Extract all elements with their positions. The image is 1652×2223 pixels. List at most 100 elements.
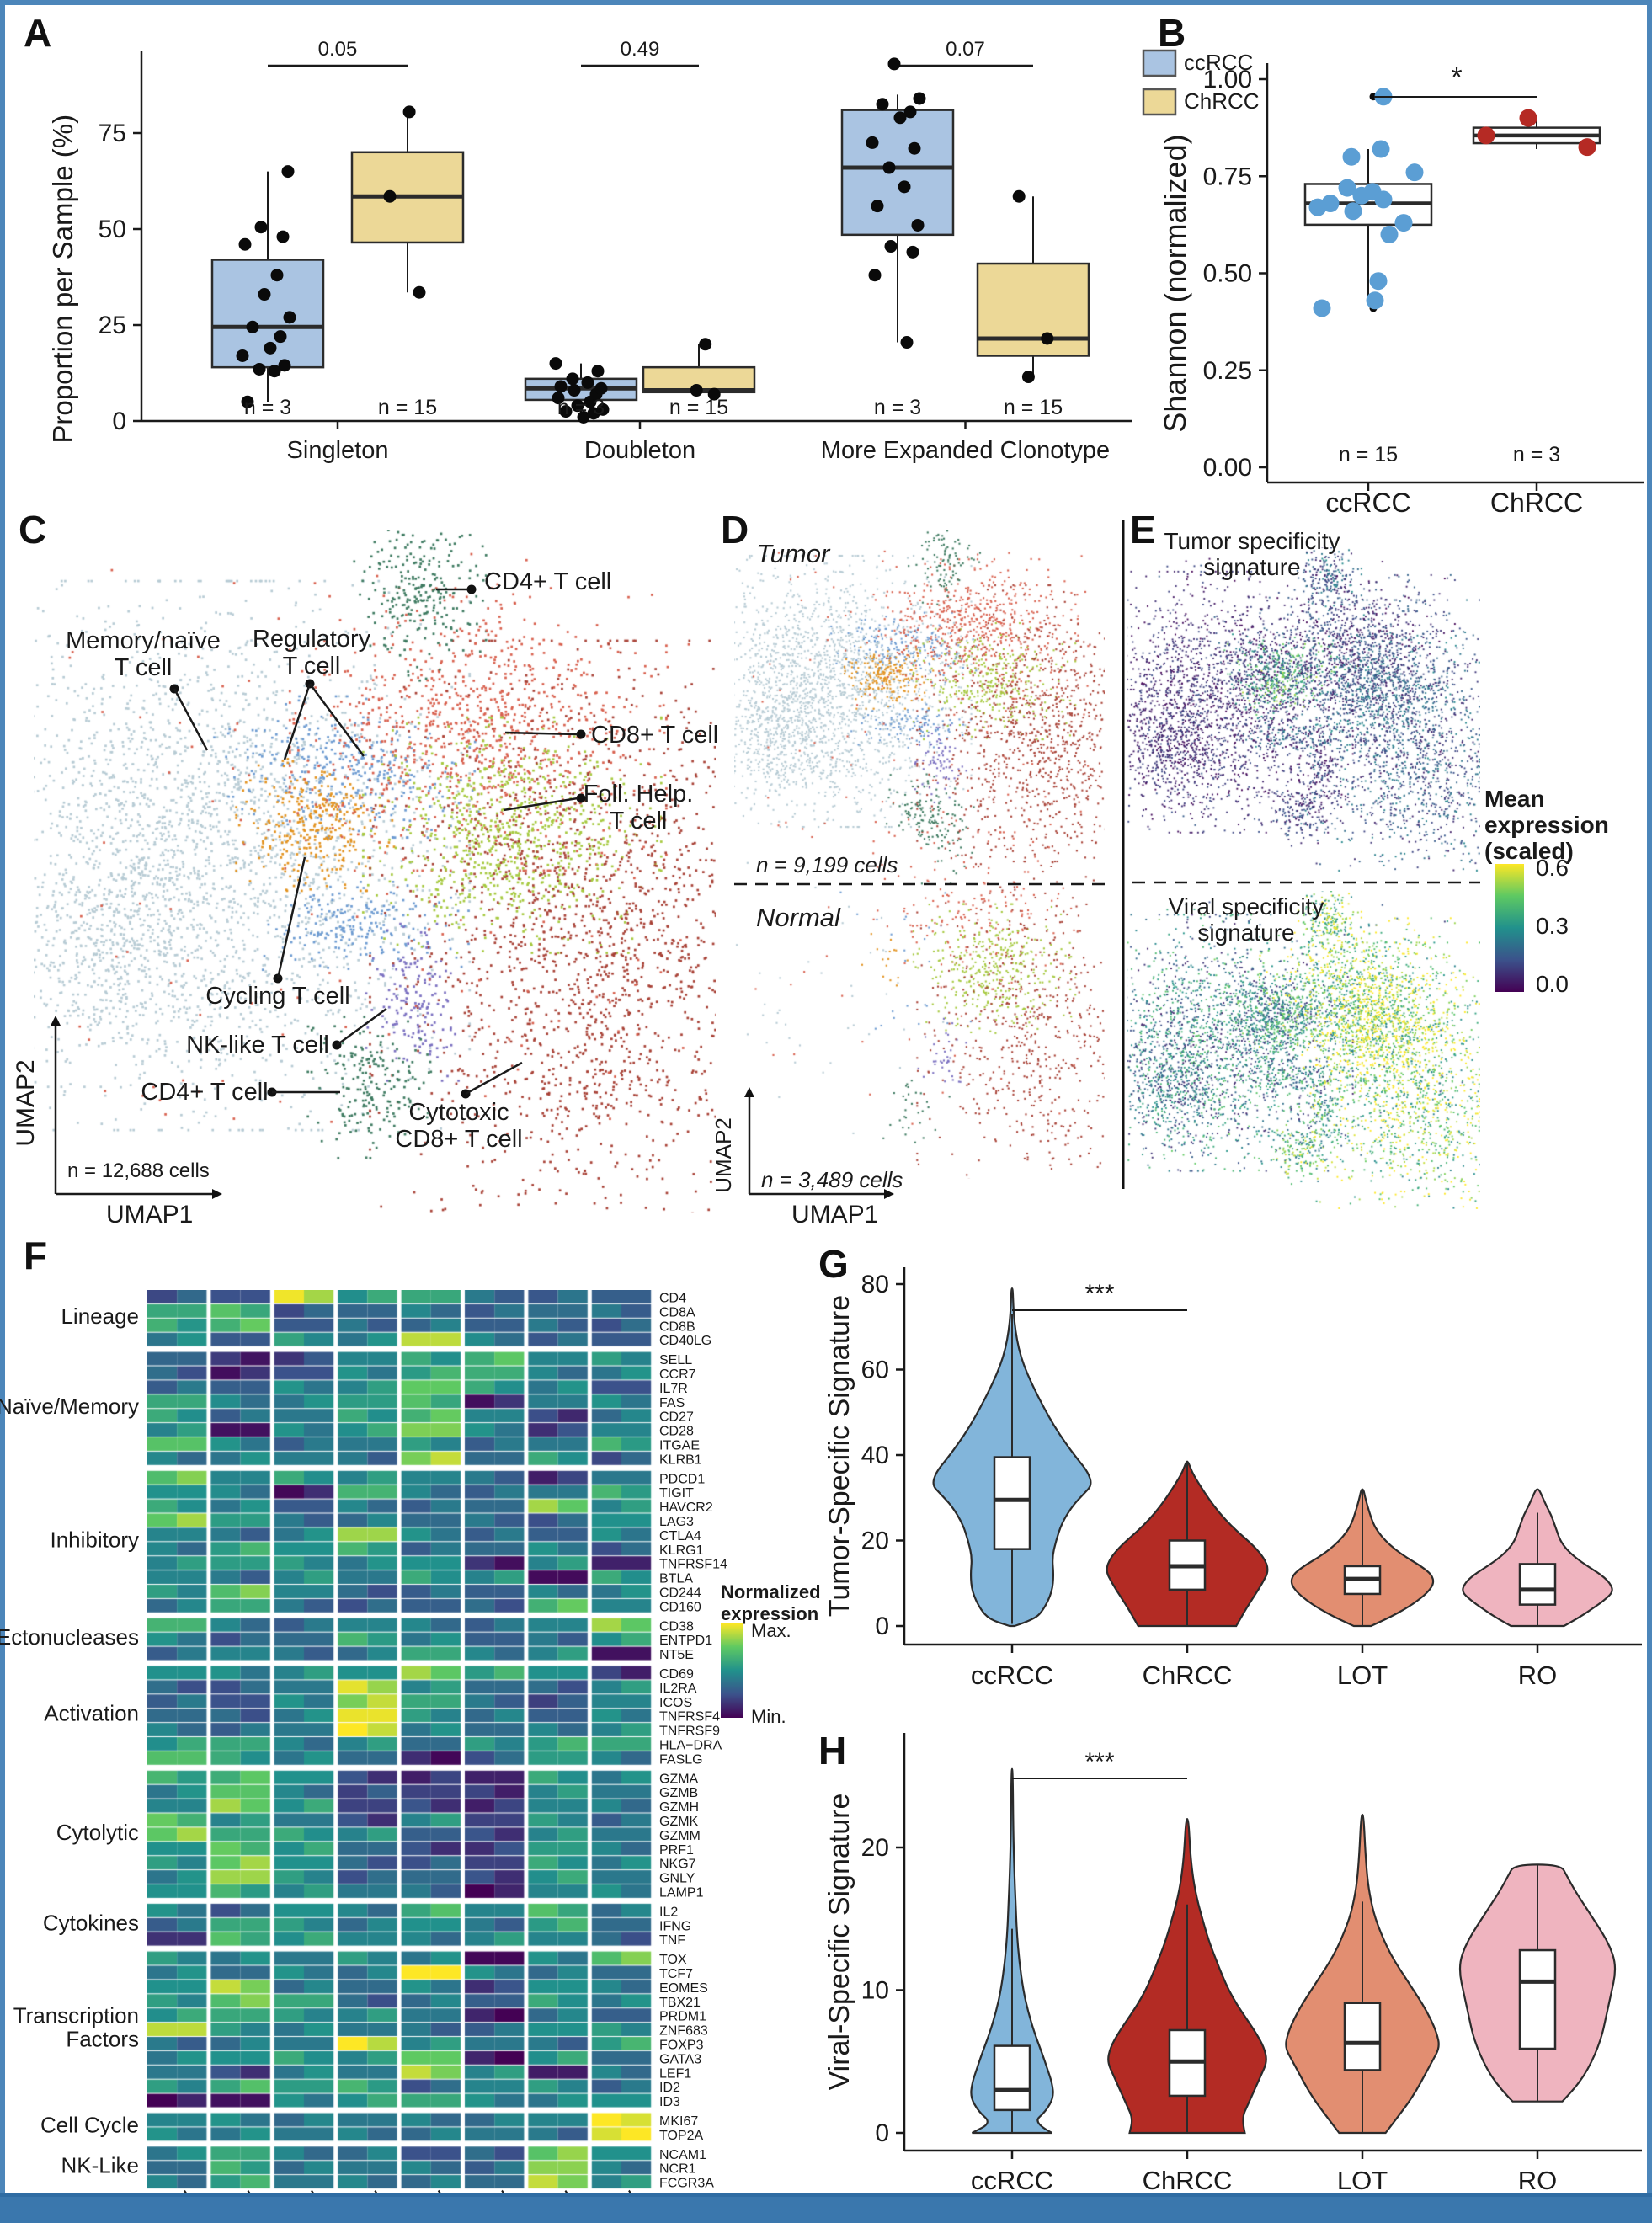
a-data-point: [866, 136, 879, 149]
panel-e-letter: E: [1130, 508, 1156, 552]
f-category-label: Factors: [66, 2027, 139, 2052]
f-gene-label: TCF7: [659, 1967, 693, 1981]
f-gene-label: LAG3: [659, 1515, 694, 1529]
f-gene-label: IL7R: [659, 1382, 688, 1396]
a-data-point: [254, 221, 268, 234]
g-violin: [1106, 1460, 1269, 1628]
a-data-point: [911, 218, 925, 232]
h-y-axis-label: Viral-Specific Signature: [823, 1794, 855, 2091]
b-data-point: [1344, 202, 1362, 221]
f-gene-label: TIGIT: [659, 1486, 694, 1501]
b-data-point: [1394, 214, 1413, 232]
h-violin-box: [993, 2044, 1031, 2112]
f-gene-label: GZMA: [659, 1772, 699, 1786]
a-n-label: n = 15: [378, 396, 437, 419]
f-gene-label: IL2: [659, 1905, 678, 1919]
panel-a-letter: A: [24, 11, 52, 55]
a-data-point: [594, 381, 608, 395]
frame-left: [0, 0, 5, 2223]
f-gene-label: CD8B: [659, 1319, 695, 1334]
a-y-axis-label: Proportion per Sample (%): [47, 115, 78, 444]
a-y-tick-label: 0: [112, 408, 126, 435]
a-data-point: [884, 240, 898, 253]
b-data-point: [1352, 186, 1371, 205]
b-data-point: [1477, 126, 1495, 145]
f-gene-label: NCR1: [659, 2162, 696, 2177]
a-n-label: n = 3: [874, 396, 921, 419]
a-data-point: [253, 362, 266, 376]
a-data-point: [913, 92, 926, 105]
b-data-point: [1363, 183, 1382, 201]
panel-g-letter: G: [818, 1242, 849, 1286]
umap-tumor-signature: [1127, 547, 1480, 872]
b-outlier-point: [1369, 304, 1378, 312]
b-data-point: [1380, 225, 1399, 243]
f-gene-label: TOP2A: [659, 2129, 704, 2143]
g-cat-label: ccRCC: [971, 1661, 1053, 1690]
b-n-label: n = 15: [1339, 443, 1398, 466]
a-data-point: [577, 410, 590, 424]
f-gene-label: CD27: [659, 1410, 694, 1425]
f-gene-label: ID2: [659, 2081, 680, 2095]
h-cat-label: RO: [1518, 2166, 1558, 2195]
f-legend-title: expression: [721, 1603, 818, 1624]
f-gene-label: KLRG1: [659, 1543, 704, 1558]
f-gene-label: LEF1: [659, 2066, 691, 2081]
a-data-point: [264, 341, 277, 355]
f-legend-min: Min.: [751, 1706, 786, 1727]
g-y-axis-label: Tumor-Specific Signature: [823, 1295, 855, 1617]
f-gene-label: PRF1: [659, 1843, 694, 1858]
g-y-tick-label: 0: [875, 1613, 889, 1640]
a-data-point: [241, 395, 254, 408]
a-y-tick-label: 75: [99, 120, 126, 147]
f-gene-label: ICOS: [659, 1696, 692, 1710]
h-cat-label: LOT: [1337, 2166, 1388, 2195]
f-gene-label: TNFRSF14: [659, 1558, 727, 1572]
a-data-point: [549, 357, 562, 370]
a-data-point: [383, 189, 397, 203]
h-sig-stars: ***: [1084, 1748, 1114, 1776]
f-gene-label: HAVCR2: [659, 1501, 713, 1515]
b-n-label: n = 3: [1513, 443, 1560, 466]
a-data-point: [581, 376, 594, 389]
f-gene-label: GATA3: [659, 2052, 701, 2066]
g-sig-stars: ***: [1084, 1280, 1114, 1308]
h-violin-box: [1168, 2028, 1207, 2098]
a-y-tick-label: 25: [99, 312, 126, 339]
umap-normal: [734, 800, 1105, 1179]
f-gene-label: CD4: [659, 1291, 686, 1305]
a-data-point: [270, 269, 284, 282]
e-colorbar-title: Mean: [1484, 786, 1545, 812]
a-data-point: [1041, 332, 1054, 345]
a-data-point: [876, 98, 889, 111]
a-data-point: [278, 359, 291, 372]
a-data-point: [238, 237, 252, 251]
f-legend-max: Max.: [751, 1620, 791, 1641]
f-gene-label: ZNF683: [659, 2024, 708, 2039]
a-group-label: Singleton: [287, 437, 389, 464]
a-pvalue: 0.49: [621, 38, 660, 61]
h-violin: [1285, 1813, 1440, 2135]
g-violin-box: [1343, 1565, 1382, 1596]
a-box: [840, 109, 955, 237]
a-data-point: [559, 405, 573, 418]
g-violin: [1290, 1488, 1435, 1628]
f-category-label: Cell Cycle: [40, 2112, 139, 2137]
f-gene-label: IFNG: [659, 1919, 691, 1933]
marker-heatmap: [147, 1290, 653, 2191]
f-gene-label: TNFRSF9: [659, 1725, 720, 1739]
a-data-point: [552, 392, 565, 405]
a-data-point: [898, 180, 911, 194]
g-y-tick-label: 40: [861, 1442, 889, 1469]
f-gene-label: FOXP3: [659, 2038, 704, 2052]
g-violin: [932, 1287, 1092, 1628]
frame-top: [0, 0, 1652, 5]
a-data-point: [274, 330, 287, 344]
a-group-label: More Expanded Clonotype: [821, 437, 1110, 464]
a-data-point: [589, 387, 603, 401]
h-y-tick-label: 20: [861, 1834, 889, 1862]
b-y-tick-label: 1.00: [1203, 66, 1252, 93]
f-gene-label: CD160: [659, 1600, 701, 1614]
b-y-axis-label: Shannon (normalized): [1158, 134, 1192, 432]
